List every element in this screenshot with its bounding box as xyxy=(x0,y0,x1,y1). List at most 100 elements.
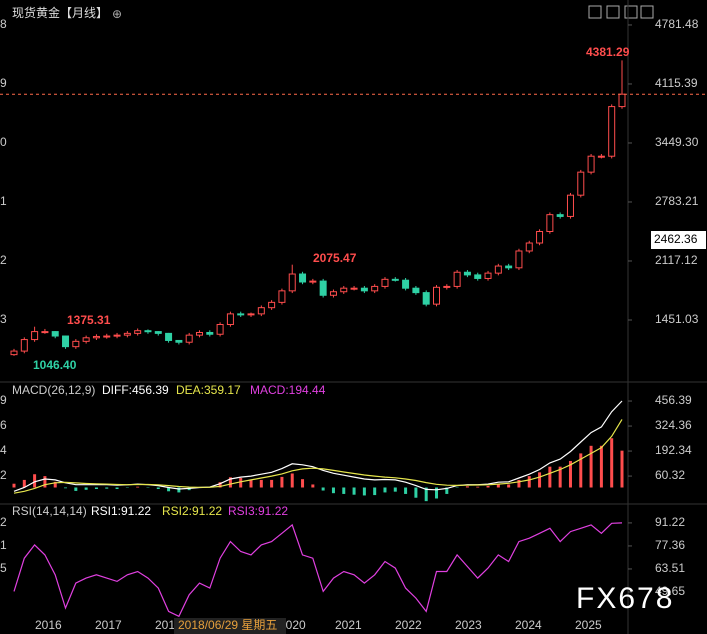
left-axis-label: 2 xyxy=(0,468,7,482)
candle-body xyxy=(340,287,348,293)
macd-bar xyxy=(136,486,140,488)
macd-bar xyxy=(311,484,315,488)
candle-body xyxy=(556,214,564,217)
macd-bar xyxy=(239,478,243,488)
y-tick-label: 2783.21 xyxy=(655,194,699,208)
macd-bar xyxy=(321,487,325,491)
candle-body xyxy=(82,337,90,342)
macd-bar xyxy=(228,477,232,488)
y-tick-label: 49.65 xyxy=(655,584,685,598)
candle-body xyxy=(360,287,368,292)
tool-icon[interactable] xyxy=(640,5,654,19)
macd-bar xyxy=(270,479,274,488)
candle-body xyxy=(154,331,162,334)
candle-body xyxy=(113,334,121,337)
candle-body xyxy=(546,214,554,232)
x-tick-label: 2023 xyxy=(455,618,482,632)
candle-body xyxy=(288,273,296,292)
candle-body xyxy=(402,279,410,289)
macd-bar xyxy=(156,487,160,490)
candle-body xyxy=(618,93,626,108)
macd-bar xyxy=(486,485,490,488)
candle-body xyxy=(577,171,585,196)
y-tick-label: 324.36 xyxy=(655,418,692,432)
candle-body xyxy=(62,335,70,348)
macd-bar xyxy=(249,479,253,488)
legend-entry: RSI1:91.22 xyxy=(91,504,151,518)
macd-bar xyxy=(362,487,366,496)
macd-bar xyxy=(115,487,119,490)
crosshair-date: 2018/06/29 星期五 xyxy=(178,618,277,632)
line xyxy=(13,419,623,494)
tool-icon[interactable] xyxy=(624,5,638,19)
candle-body xyxy=(10,350,18,356)
macd-bar xyxy=(393,487,397,492)
x-tick-label: 2016 xyxy=(35,618,62,632)
candle-body xyxy=(185,334,193,343)
left-axis-label: 8 xyxy=(0,17,7,31)
x-tick-label: 2025 xyxy=(575,618,602,632)
annotation: 1046.40 xyxy=(33,358,77,372)
candle-body xyxy=(165,332,173,341)
left-axis-label: 2 xyxy=(0,253,7,267)
candle-body xyxy=(453,271,461,287)
left-axis-label: 3 xyxy=(0,312,7,326)
candle-body xyxy=(309,280,317,283)
macd-bar xyxy=(620,450,624,488)
macd-bar xyxy=(94,487,98,490)
macd-bar xyxy=(538,472,542,488)
candle-body xyxy=(31,331,39,341)
candle-body xyxy=(474,274,482,279)
candle-body xyxy=(391,278,399,281)
macd-bar xyxy=(548,466,552,488)
y-tick-label: 91.22 xyxy=(655,515,685,529)
macd-bar xyxy=(507,484,511,488)
macd-bar xyxy=(64,487,68,489)
macd-bar xyxy=(527,476,531,488)
tool-icon[interactable] xyxy=(588,5,602,19)
candle-body xyxy=(381,278,389,287)
legend-entry: DEA:359.17 xyxy=(176,383,241,397)
tool-icon[interactable] xyxy=(606,5,620,19)
candle-body xyxy=(72,340,80,348)
candle-body xyxy=(41,331,49,334)
macd-bar xyxy=(84,487,88,490)
macd-bar xyxy=(105,487,109,489)
candle-body xyxy=(494,265,502,274)
left-axis-label: 6 xyxy=(0,418,7,432)
y-tick-label: 77.36 xyxy=(655,538,685,552)
macd-bar xyxy=(476,486,480,488)
legend-entry: RSI2:91.22 xyxy=(162,504,222,518)
macd-bar xyxy=(177,487,181,493)
candle-body xyxy=(144,330,152,333)
macd-bar xyxy=(280,476,284,488)
candle-body xyxy=(319,280,327,296)
x-tick-label: 2017 xyxy=(95,618,122,632)
candle-body xyxy=(278,290,286,303)
y-tick-label: 456.39 xyxy=(655,393,692,407)
candle-body xyxy=(350,287,358,290)
legend-entry: DIFF:456.39 xyxy=(102,383,169,397)
annotation: 2075.47 xyxy=(313,251,357,265)
macd-bar xyxy=(167,487,171,492)
y-tick-label: 192.34 xyxy=(655,443,692,457)
annotation: 4381.29 xyxy=(586,45,630,59)
candle-body xyxy=(597,155,605,158)
candle-body xyxy=(515,250,523,269)
panel-title: MACD(26,12,9) xyxy=(12,383,95,397)
candle-body xyxy=(51,331,59,337)
candle-body xyxy=(206,331,214,335)
panel-title: RSI(14,14,14) xyxy=(12,504,87,518)
candle-body xyxy=(216,324,224,335)
candle-body xyxy=(175,339,183,343)
macd-bar xyxy=(259,479,263,488)
left-axis-label: 9 xyxy=(0,393,7,407)
legend-entry: MACD:194.44 xyxy=(250,383,326,397)
left-axis-label: 2 xyxy=(0,515,7,529)
left-axis-label: 5 xyxy=(0,561,7,575)
x-tick-label: 201 xyxy=(155,618,175,632)
line xyxy=(13,522,623,618)
zoom-icon[interactable]: ⊕ xyxy=(112,7,122,21)
macd-bar xyxy=(517,479,521,488)
